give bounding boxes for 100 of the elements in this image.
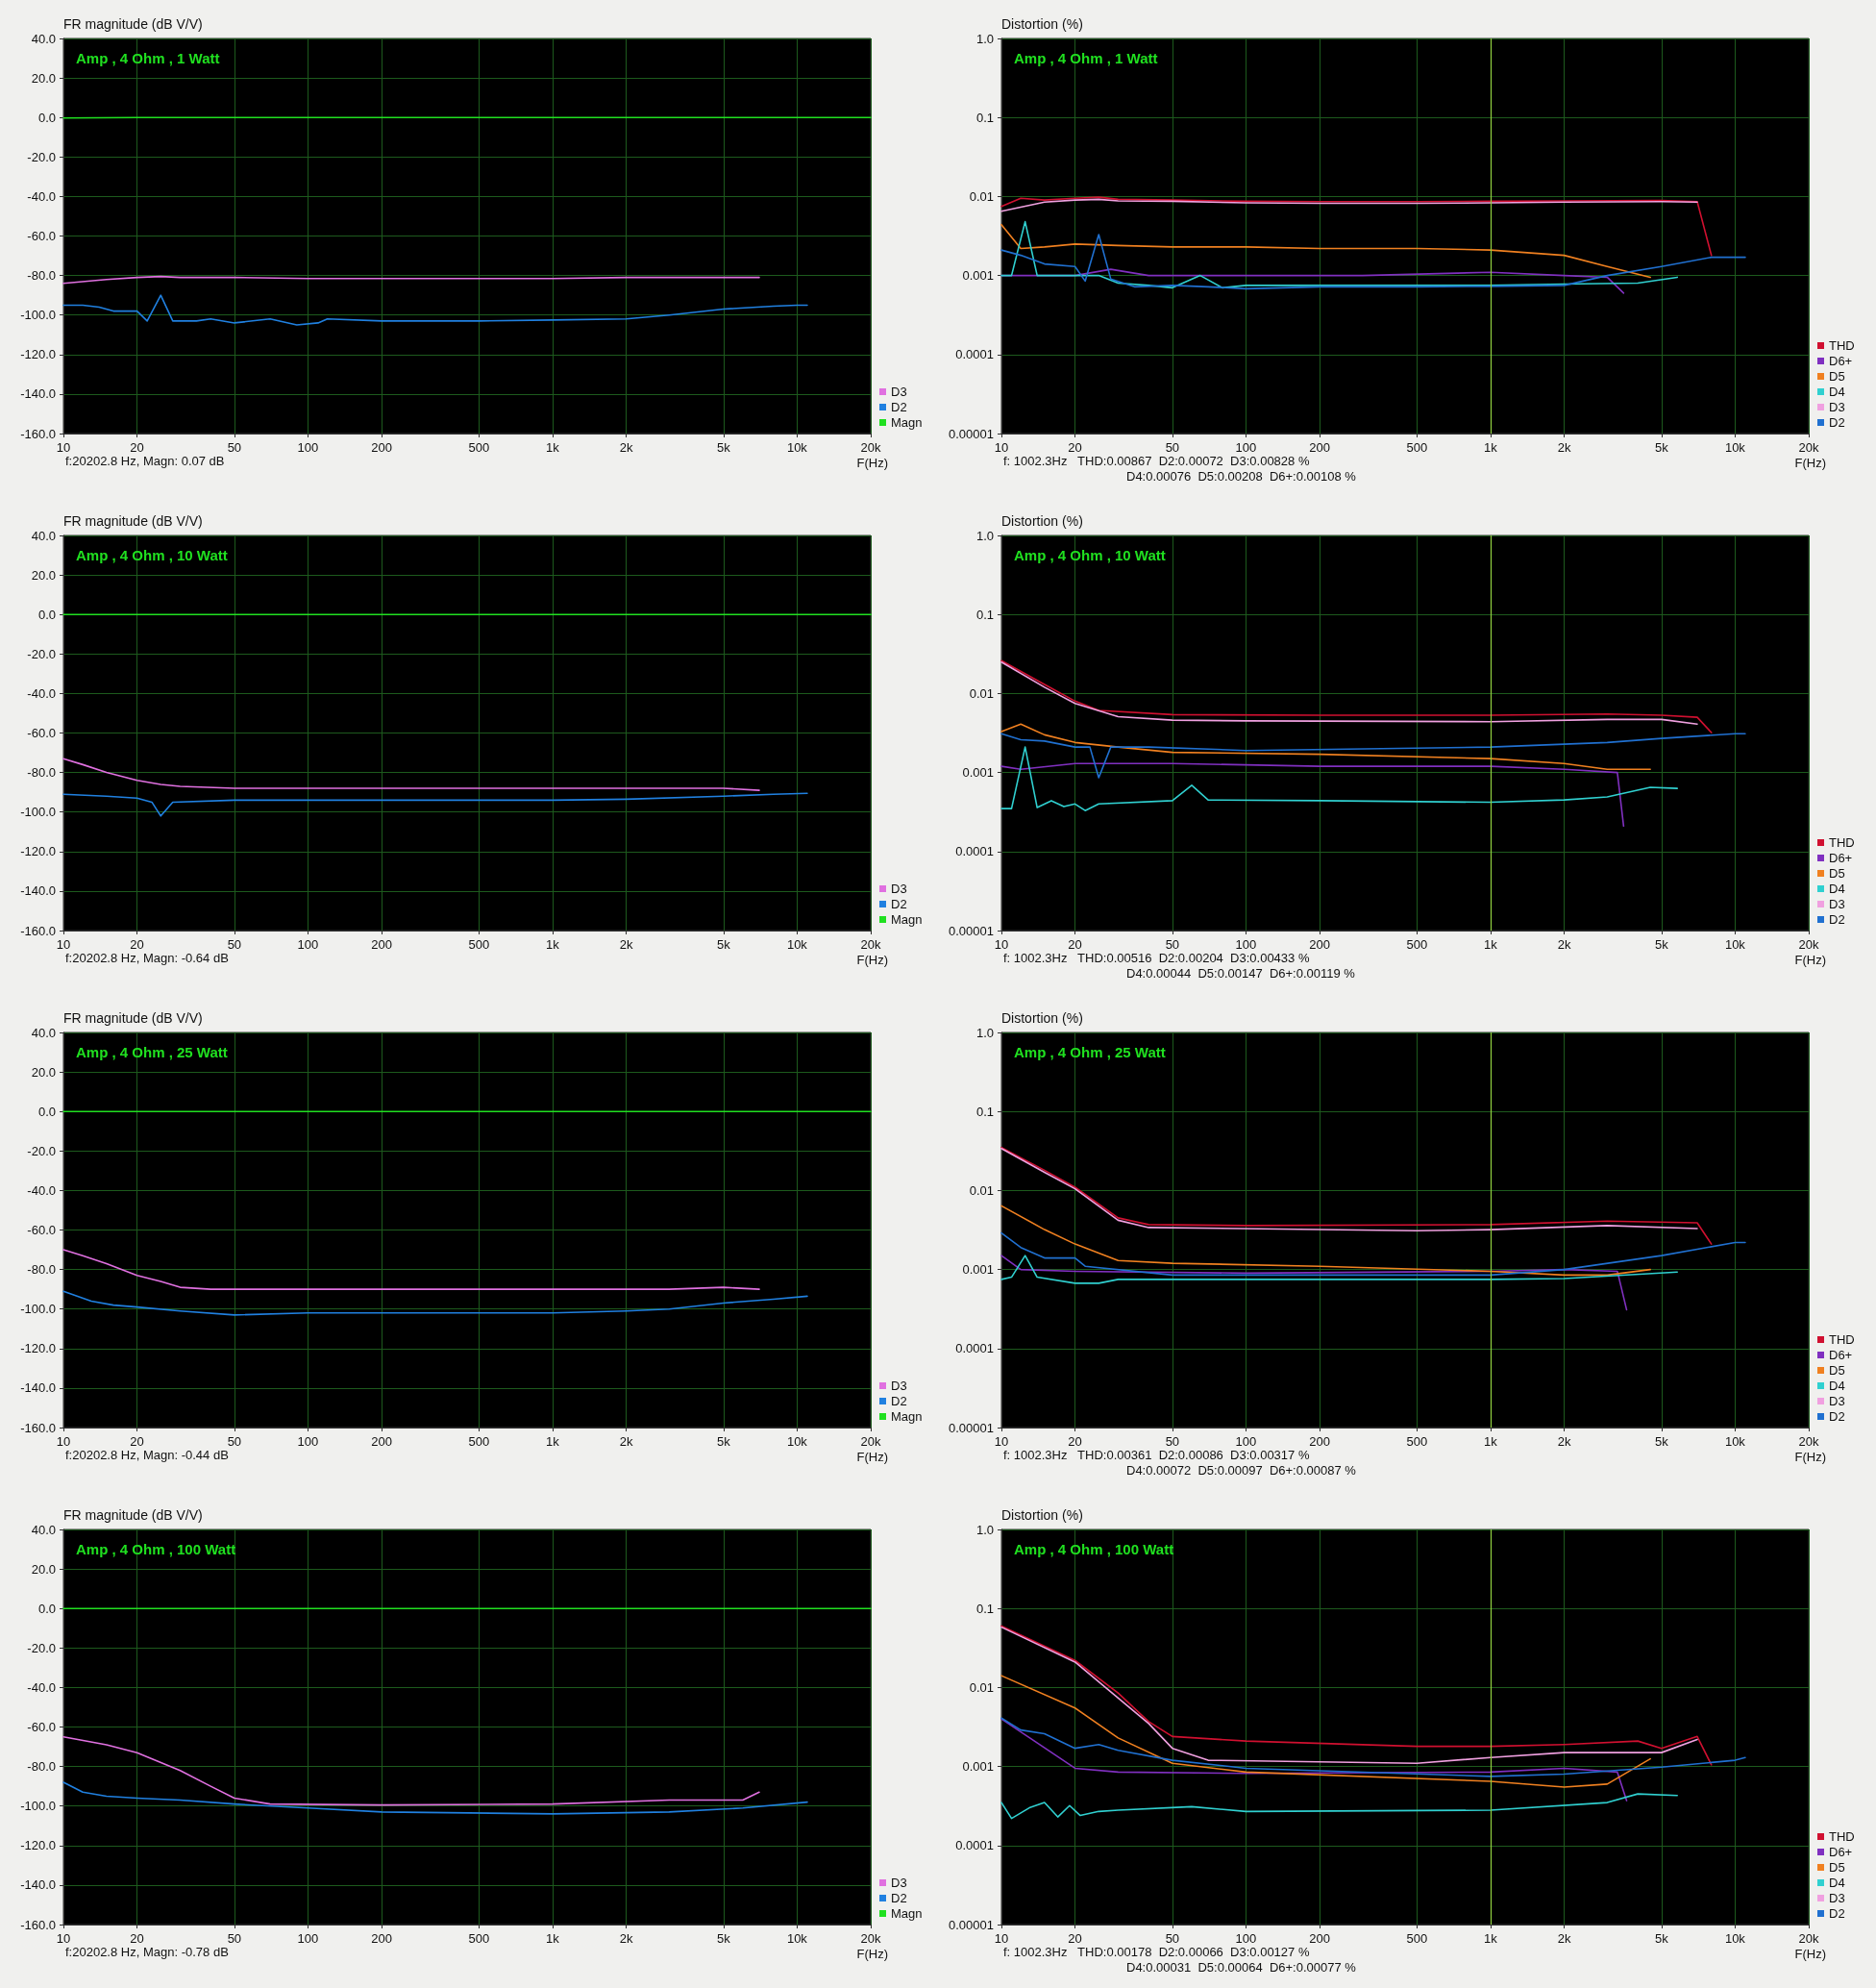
x-tick-label: 200 [371,937,392,952]
x-tick-label: 5k [716,1434,731,1449]
y-tick-label: 40.0 [31,31,56,46]
x-tick-label: 5k [1654,1434,1669,1449]
legend-label: D3 [1829,400,1845,414]
x-tick-label: 1k [546,440,560,455]
y-tick-label: -120.0 [20,347,56,362]
x-tick-label: 50 [227,937,242,952]
legend-label: D2 [891,897,907,911]
x-tick-label: 1k [546,1931,560,1946]
x-tick-label: 10k [786,937,808,952]
x-axis-title: F(Hz) [1794,1450,1827,1464]
legend-label: D2 [1829,415,1845,430]
y-axis-title: FR magnitude (dB V/V) [63,1010,203,1026]
x-tick-label: 1k [546,937,560,952]
legend-label: THD [1829,835,1855,850]
text: f:20202.8 Hz, Magn: -0.64 dB [65,951,229,965]
y-tick-label: 0.001 [962,268,994,284]
y-tick-label: 0.00001 [949,1917,994,1932]
x-tick-label: 10 [56,1434,71,1449]
y-tick-label: -40.0 [27,188,56,204]
legend-label: D2 [891,400,907,414]
y-tick-label: 0.01 [969,685,994,701]
y-tick-label: -80.0 [27,1759,56,1775]
y-tick-label: -40.0 [27,1679,56,1695]
x-tick-label: 200 [371,440,392,455]
y-tick-label: 0.001 [962,1759,994,1775]
x-tick-label: 2k [1557,440,1571,455]
legend-label: D5 [1829,369,1845,384]
x-tick-label: 10 [56,1931,71,1946]
x-tick-label: 20k [860,937,881,952]
y-tick-label: -120.0 [20,1341,56,1356]
x-axis-title: F(Hz) [856,953,889,967]
x-tick-label: 5k [1654,440,1669,455]
text: Amp , 4 Ohm , 25 Watt [1014,1044,1166,1060]
x-tick-label: 500 [468,1931,490,1946]
x-tick-label: 200 [371,1931,392,1946]
x-tick-label: 2k [619,440,633,455]
x-tick-label: 20 [130,1931,144,1946]
x-tick-label: 20k [860,1931,881,1946]
x-tick-label: 100 [297,1931,319,1946]
y-tick-label: 0.01 [969,188,994,204]
x-tick-label: 10 [56,937,71,952]
y-tick-label: -80.0 [27,1262,56,1278]
text: f:20202.8 Hz, Magn: -0.44 dB [65,1448,229,1462]
y-tick-label: -160.0 [20,1917,56,1932]
legend-label: D6+ [1829,1845,1853,1859]
x-tick-label: 20k [860,440,881,455]
x-tick-label: 10k [1724,1434,1746,1449]
x-tick-label: 50 [227,1434,242,1449]
y-tick-label: 0.0001 [955,347,994,362]
legend-label: Magn [891,912,923,927]
x-axis-title: F(Hz) [1794,456,1827,470]
legend-label: D3 [891,1876,907,1890]
y-tick-label: -100.0 [20,1799,56,1814]
y-tick-label: -140.0 [20,1877,56,1893]
text: f: 1002.3Hz THD:0.00516 D2:0.00204 D3:0.00433 % [1003,951,1310,965]
legend-label: D3 [891,385,907,399]
x-tick-label: 100 [297,937,319,952]
x-tick-label: 5k [1654,937,1669,952]
x-tick-label: 1k [1484,440,1498,455]
y-tick-label: 0.0001 [955,844,994,859]
x-tick-label: 100 [1235,1931,1257,1946]
x-tick-label: 2k [1557,1434,1571,1449]
y-tick-label: -20.0 [27,1640,56,1655]
text: Amp , 4 Ohm , 10 Watt [1014,547,1166,563]
y-tick-label: 1.0 [975,1522,994,1537]
x-tick-label: 2k [1557,1931,1571,1946]
y-tick-label: 0.0 [37,110,56,125]
legend-label: D2 [1829,1906,1845,1921]
x-tick-label: 200 [1309,440,1330,455]
x-tick-label: 20 [130,440,144,455]
legend-label: Magn [891,1906,923,1921]
legend-label: THD [1829,1829,1855,1844]
x-tick-label: 50 [1165,1434,1180,1449]
y-tick-label: 0.0 [37,1601,56,1616]
x-tick-label: 500 [1406,1434,1428,1449]
x-tick-label: 10k [786,1931,808,1946]
y-axis-title: FR magnitude (dB V/V) [63,1507,203,1523]
x-tick-label: 2k [619,1434,633,1449]
x-tick-label: 500 [468,1434,490,1449]
x-tick-label: 200 [1309,937,1330,952]
x-axis-title: F(Hz) [856,1450,889,1464]
x-axis-title: F(Hz) [856,1947,889,1961]
text: D4:0.00076 D5:0.00208 D6+:0.00108 % [1126,469,1357,484]
x-tick-label: 5k [716,937,731,952]
legend-label: THD [1829,1332,1855,1347]
x-tick-label: 500 [1406,1931,1428,1946]
y-tick-label: -80.0 [27,268,56,284]
text: D4:0.00044 D5:0.00147 D6+:0.00119 % [1126,966,1356,981]
legend-label: D3 [891,1379,907,1393]
y-tick-label: 0.0 [37,1104,56,1119]
text: f:20202.8 Hz, Magn: -0.78 dB [65,1945,229,1959]
y-axis-title: FR magnitude (dB V/V) [63,513,203,529]
legend-label: D4 [1829,385,1845,399]
x-tick-label: 100 [297,1434,319,1449]
x-tick-label: 200 [1309,1931,1330,1946]
text: D4:0.00072 D5:0.00097 D6+:0.00087 % [1126,1463,1357,1478]
y-tick-label: -60.0 [27,1223,56,1237]
y-tick-label: 0.01 [969,1182,994,1198]
